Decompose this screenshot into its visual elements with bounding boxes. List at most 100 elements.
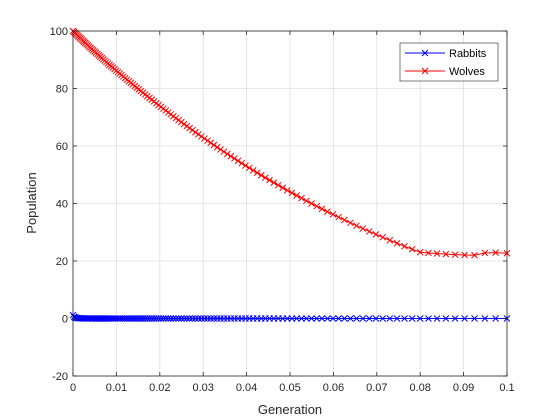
wolves-point xyxy=(451,251,459,259)
rabbits-point xyxy=(192,315,199,322)
rabbits-point xyxy=(347,315,354,322)
rabbits-point xyxy=(183,315,191,322)
rabbits-point xyxy=(210,315,218,322)
rabbits-point xyxy=(335,315,343,322)
y-tick-label: 100 xyxy=(50,26,68,38)
wolves-point xyxy=(242,162,249,169)
rabbits-point xyxy=(303,315,310,322)
rabbits-point xyxy=(471,315,478,322)
x-tick-label: 0.04 xyxy=(236,382,257,394)
legend-box xyxy=(399,42,499,82)
x-axis-label: Generation xyxy=(258,402,322,417)
wolves-point xyxy=(471,251,478,259)
wolves-point xyxy=(180,120,188,128)
rabbits-point xyxy=(451,315,459,322)
wolves-point xyxy=(201,135,208,142)
wolves-point xyxy=(223,150,231,158)
wolves-point xyxy=(210,141,218,149)
wolves-point xyxy=(270,179,278,187)
wolves-point xyxy=(195,130,202,138)
y-tick-label: -20 xyxy=(52,371,68,383)
rabbits-point xyxy=(379,315,387,322)
y-tick-label: 20 xyxy=(56,256,68,268)
wolves-point xyxy=(189,126,196,134)
wolves-point xyxy=(177,118,185,126)
rabbits-point xyxy=(293,315,300,322)
rabbits-point xyxy=(329,315,337,322)
rabbits-point xyxy=(175,315,182,322)
rabbits-point xyxy=(416,315,424,322)
wolves-point xyxy=(227,152,235,160)
rabbits-point xyxy=(101,315,109,322)
wolves-point xyxy=(234,157,242,165)
rabbits-point xyxy=(481,315,489,322)
rabbits-point xyxy=(359,315,367,322)
wolves-point xyxy=(261,174,269,182)
wolves-point xyxy=(288,189,296,197)
wolves-point xyxy=(379,233,387,241)
wolves-point xyxy=(198,133,205,140)
rabbits-point xyxy=(157,315,165,322)
rabbits-point xyxy=(365,315,373,322)
rabbits-point xyxy=(353,315,360,322)
y-tick-label: 0 xyxy=(62,314,68,326)
rabbits-point xyxy=(104,315,112,322)
wolves-point xyxy=(207,139,215,147)
wolves-point xyxy=(335,213,343,221)
series-layer xyxy=(69,27,511,322)
rabbits-point xyxy=(433,315,441,322)
rabbits-point xyxy=(189,315,196,322)
tick-labels: 0 0.01 0.02 0.03 0.04 0.05 0.06 0.07 0.08 0.09 0.1… xyxy=(50,26,515,394)
series-wolves xyxy=(69,27,511,259)
x-tick-label: 0.1 xyxy=(499,382,514,394)
wolves-point xyxy=(372,230,380,238)
wolves-point xyxy=(481,249,489,257)
y-tick-label: 80 xyxy=(56,84,68,96)
wolves-point xyxy=(324,208,331,215)
wolves-point xyxy=(313,202,321,210)
rabbits-point xyxy=(155,315,162,322)
x-tick-label: 0 xyxy=(70,382,76,394)
legend-wolves-marker xyxy=(421,67,429,75)
rabbits-point xyxy=(442,315,450,322)
x-tick-label: 0.03 xyxy=(192,382,213,394)
wolves-point xyxy=(220,148,228,156)
rabbits-point xyxy=(492,315,499,322)
y-axis-label: Population xyxy=(24,172,39,233)
wolves-point xyxy=(461,251,468,259)
wolves-point xyxy=(204,137,211,145)
rabbits-point xyxy=(308,315,315,322)
wolves-point xyxy=(253,169,261,177)
rabbits-point xyxy=(186,315,194,322)
x-tick-label: 0.02 xyxy=(149,382,170,394)
wolves-point xyxy=(386,236,394,244)
x-tick-label: 0.01 xyxy=(106,382,127,394)
x-tick-label: 0.05 xyxy=(279,382,300,394)
wolves-point xyxy=(365,228,373,235)
wolves-point xyxy=(393,239,401,247)
wolves-point xyxy=(192,128,199,136)
rabbits-point xyxy=(164,315,172,322)
wolves-point xyxy=(231,155,238,162)
wolves-point xyxy=(425,249,432,257)
rabbits-point xyxy=(425,315,432,322)
x-tick-label: 0.08 xyxy=(409,382,430,394)
wolves-point xyxy=(359,225,367,232)
wolves-point xyxy=(347,219,354,227)
rabbits-point xyxy=(386,315,394,322)
legend: Rabbits Wolves xyxy=(399,42,499,82)
wolves-point xyxy=(283,186,291,194)
wolves-point xyxy=(308,200,315,207)
legend-rabbits-label: Rabbits xyxy=(449,48,487,60)
y-tick-label: 60 xyxy=(56,141,68,153)
rabbits-point xyxy=(408,315,416,322)
rabbits-point xyxy=(372,315,380,322)
x-tick-label: 0.09 xyxy=(453,382,474,394)
rabbits-point xyxy=(195,315,202,322)
wolves-point xyxy=(266,176,273,184)
wolves-point xyxy=(329,211,337,218)
rabbits-point xyxy=(172,315,180,322)
wolves-point xyxy=(318,205,326,213)
wolves-point xyxy=(408,245,416,253)
